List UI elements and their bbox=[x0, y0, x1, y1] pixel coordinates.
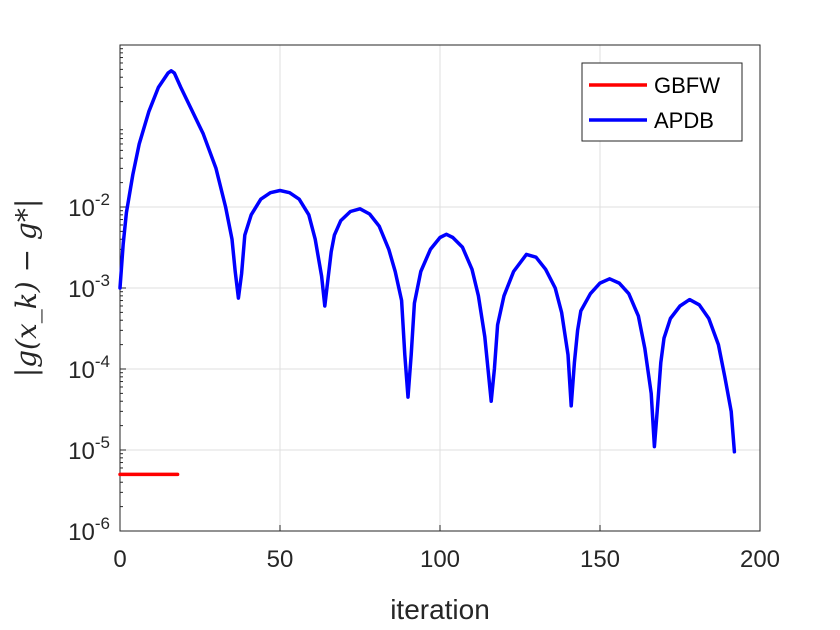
x-tick-label: 0 bbox=[113, 546, 126, 573]
y-tick-label: 10-4 bbox=[68, 352, 110, 384]
ticks: 0 50 100 150 200 10-2 10-3 10-4 10-5 10-6 bbox=[68, 48, 780, 573]
legend-box bbox=[581, 62, 743, 142]
legend-label-gbfw: GBFW bbox=[654, 73, 720, 98]
y-axis-label: |g(x_k) − g*| bbox=[10, 199, 43, 378]
y-tick-label: 10-6 bbox=[68, 514, 110, 546]
x-tick-label: 100 bbox=[420, 546, 460, 573]
y-tick-label: 10-3 bbox=[68, 271, 110, 303]
x-tick-label: 200 bbox=[740, 546, 780, 573]
x-tick-label: 150 bbox=[580, 546, 620, 573]
legend-label-apdb: APDB bbox=[654, 108, 714, 133]
y-tick-label: 10-2 bbox=[68, 190, 110, 222]
legend: GBFW APDB bbox=[581, 62, 743, 142]
y-tick-label: 10-5 bbox=[68, 433, 110, 465]
series-lines bbox=[118, 69, 737, 477]
x-tick-label: 50 bbox=[267, 546, 294, 573]
series-line-apdb bbox=[118, 69, 737, 454]
x-axis-label: iteration bbox=[390, 594, 490, 625]
